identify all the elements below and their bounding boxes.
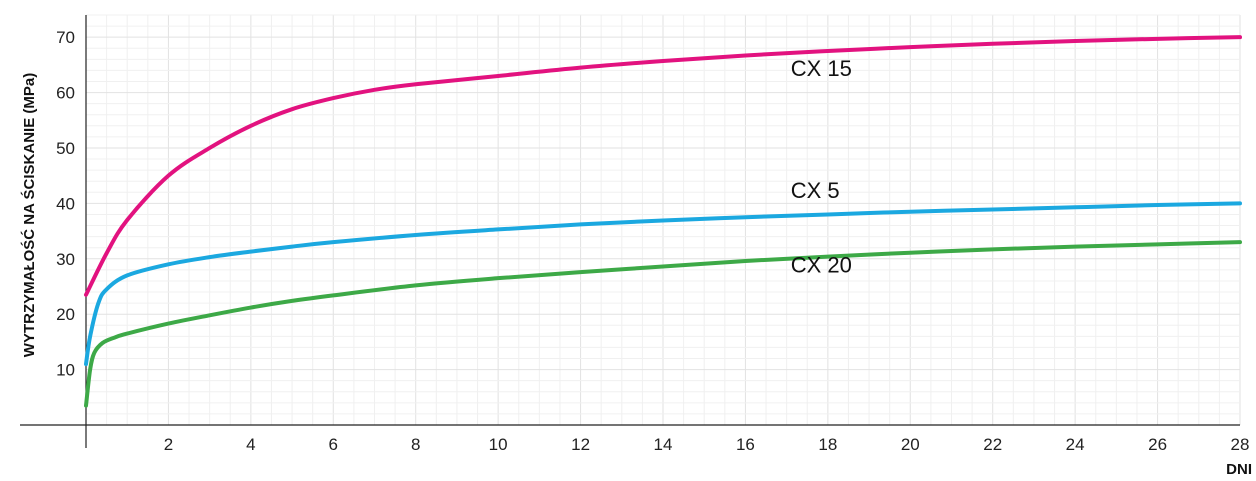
series-lines	[84, 35, 1242, 408]
x-tick-label: 28	[1231, 435, 1250, 454]
x-tick-label: 10	[489, 435, 508, 454]
x-axis-title: DNI	[1226, 461, 1252, 478]
x-tick-label: 22	[983, 435, 1002, 454]
x-tick-label: 20	[901, 435, 920, 454]
y-tick-label: 10	[56, 361, 75, 380]
series-line-cx15	[84, 35, 1242, 297]
x-tick-label: 6	[329, 435, 338, 454]
series-label-cx15: CX 15	[791, 56, 852, 81]
grid	[86, 14, 1241, 425]
x-tick-label: 26	[1148, 435, 1167, 454]
x-tick-label: 8	[411, 435, 420, 454]
x-tick-label: 2	[164, 435, 173, 454]
x-tick-label: 24	[1066, 435, 1085, 454]
y-tick-label: 40	[56, 194, 75, 213]
y-axis-title: WYTRZYMAŁOŚĆ NA ŚCISKANIE (MPa)	[20, 73, 38, 357]
series-labels: CX 15 CX 5 CX 20	[791, 56, 852, 278]
x-tick-label: 18	[818, 435, 837, 454]
y-tick-label: 70	[56, 28, 75, 47]
y-tick-label: 50	[56, 139, 75, 158]
x-tick-label: 16	[736, 435, 755, 454]
x-tick-label: 14	[654, 435, 673, 454]
y-tick-label: 20	[56, 305, 75, 324]
y-tick-label: 60	[56, 84, 75, 103]
series-line-cx5	[84, 201, 1242, 367]
x-tick-label: 12	[571, 435, 590, 454]
series-line-cx20	[84, 240, 1242, 408]
series-label-cx20: CX 20	[791, 253, 852, 278]
axes	[20, 15, 1240, 448]
series-label-cx5: CX 5	[791, 178, 840, 203]
y-tick-label: 30	[56, 250, 75, 269]
x-tick-label: 4	[246, 435, 255, 454]
